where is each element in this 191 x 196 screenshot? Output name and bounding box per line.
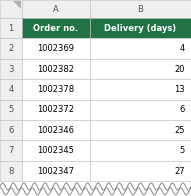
Text: 5: 5 — [8, 105, 14, 114]
Bar — [90, 18, 191, 38]
Text: 6: 6 — [8, 126, 14, 135]
Text: 1002372: 1002372 — [37, 105, 74, 114]
Polygon shape — [13, 1, 21, 9]
Text: 1002369: 1002369 — [37, 44, 74, 53]
Text: 1002345: 1002345 — [37, 146, 74, 155]
Bar — [22, 141, 90, 161]
Text: B: B — [138, 5, 143, 14]
Text: 3: 3 — [8, 64, 14, 74]
Text: 1: 1 — [8, 24, 14, 33]
Text: 1002382: 1002382 — [37, 64, 74, 74]
Text: 1002378: 1002378 — [37, 85, 74, 94]
Bar — [90, 0, 191, 18]
Bar — [22, 38, 90, 59]
Bar — [0, 38, 22, 59]
Bar — [90, 59, 191, 79]
Text: 1002346: 1002346 — [37, 126, 74, 135]
Bar — [0, 0, 22, 18]
Text: 2: 2 — [8, 44, 14, 53]
Bar — [0, 141, 22, 161]
Bar — [90, 161, 191, 181]
Bar — [90, 100, 191, 120]
Bar — [22, 0, 90, 18]
Text: 20: 20 — [174, 64, 185, 74]
Text: 8: 8 — [8, 167, 14, 176]
Text: 25: 25 — [174, 126, 185, 135]
Text: 6: 6 — [180, 105, 185, 114]
Bar — [0, 18, 22, 38]
Text: 4: 4 — [8, 85, 14, 94]
Bar — [22, 59, 90, 79]
Bar — [0, 120, 22, 141]
Bar — [90, 79, 191, 100]
Text: A: A — [53, 5, 59, 14]
Text: 27: 27 — [174, 167, 185, 176]
Bar — [22, 79, 90, 100]
Bar — [0, 79, 22, 100]
Text: 7: 7 — [8, 146, 14, 155]
Bar — [22, 100, 90, 120]
Text: 1002347: 1002347 — [37, 167, 74, 176]
Text: 5: 5 — [180, 146, 185, 155]
Text: Order no.: Order no. — [33, 24, 79, 33]
Bar — [90, 141, 191, 161]
Text: 13: 13 — [174, 85, 185, 94]
Bar — [22, 18, 90, 38]
Bar — [0, 59, 22, 79]
Bar — [90, 120, 191, 141]
Bar — [0, 161, 22, 181]
Text: 4: 4 — [180, 44, 185, 53]
Bar — [0, 100, 22, 120]
Bar — [22, 161, 90, 181]
Bar — [22, 120, 90, 141]
Bar — [90, 38, 191, 59]
Text: Delivery (days): Delivery (days) — [104, 24, 176, 33]
